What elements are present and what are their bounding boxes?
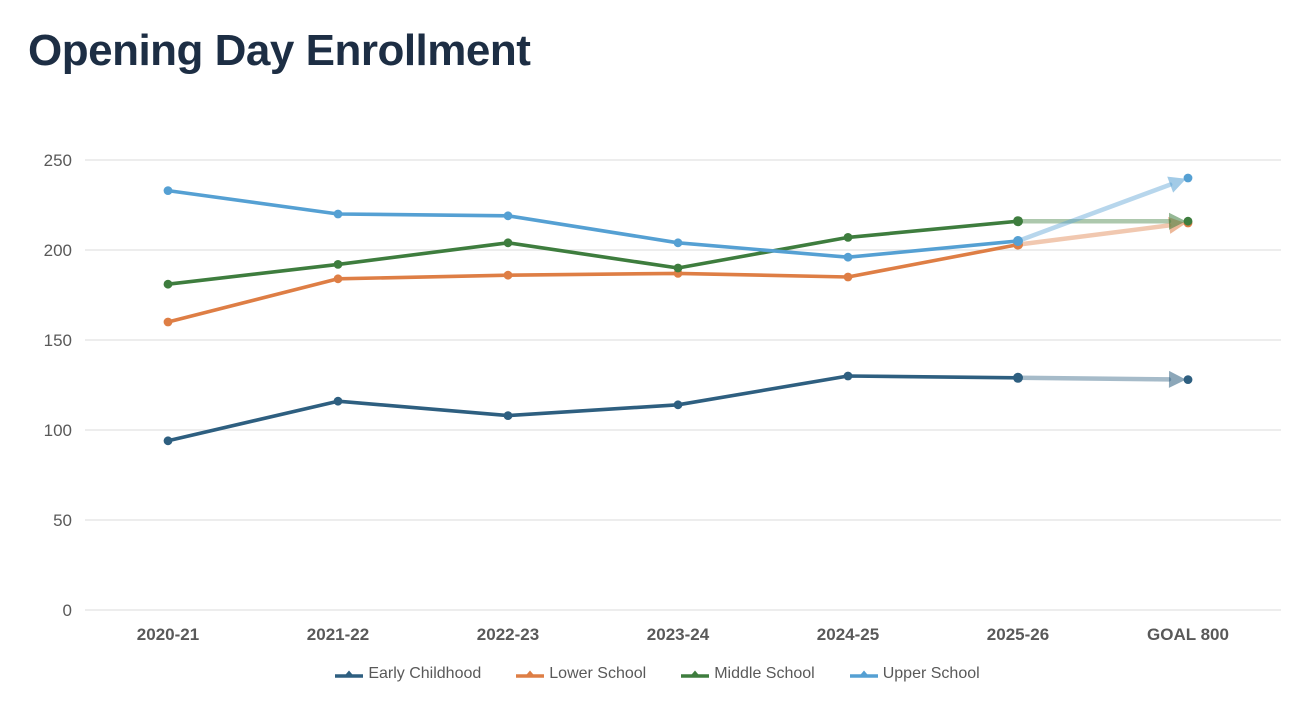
x-axis-category-label: 2021-22 [307, 625, 369, 644]
y-axis-tick-label: 100 [44, 421, 72, 440]
goal-arrowhead-icon [1167, 176, 1187, 193]
data-point-marker [333, 274, 343, 284]
y-axis-tick-label: 250 [44, 151, 72, 170]
y-axis-tick-label: 50 [53, 511, 72, 530]
x-axis-category-label: 2023-24 [647, 625, 710, 644]
middle-school-line-marker-icon [681, 670, 710, 678]
early-childhood-line-marker-icon [335, 670, 364, 678]
y-axis-tick-label: 200 [44, 241, 72, 260]
data-point-marker [163, 186, 173, 196]
legend-item-upper-school: Upper School [849, 665, 980, 683]
data-point-marker [503, 270, 513, 280]
upper-school-line-marker-icon [849, 670, 878, 678]
chart-legend: Early Childhood Lower School Middle Scho… [0, 665, 1314, 683]
series-line-1 [166, 242, 1020, 324]
series-line-2 [166, 219, 1020, 287]
x-axis-category-label: GOAL 800 [1147, 625, 1229, 644]
legend-triangle-marker [524, 670, 536, 677]
data-point-marker [163, 317, 173, 327]
legend-label: Early Childhood [368, 665, 482, 682]
y-axis-tick-label: 0 [63, 601, 72, 620]
data-point-marker [503, 411, 513, 420]
lower-school-line-marker-icon [516, 670, 545, 678]
goal-projection-line [1015, 375, 1172, 382]
data-point-marker [673, 263, 683, 273]
data-point-marker [333, 209, 343, 219]
data-point-marker [843, 252, 853, 262]
goal-arrowhead-icon [1168, 370, 1187, 388]
legend-triangle-marker [343, 670, 355, 677]
data-point-marker [1013, 216, 1023, 227]
x-axis-category-label: 2020-21 [137, 625, 199, 644]
legend-item-middle-school: Middle School [680, 665, 815, 683]
series-line-0 [166, 374, 1020, 443]
data-point-marker [1013, 236, 1023, 246]
data-point-marker [333, 260, 343, 269]
data-point-marker [1013, 372, 1023, 383]
y-axis-tick-label: 150 [44, 331, 72, 350]
x-axis-category-label: 2022-23 [477, 625, 539, 644]
data-point-marker [673, 400, 683, 410]
goal-projection-line [1015, 223, 1172, 247]
data-point-marker [843, 272, 853, 282]
goal-point-marker [1183, 216, 1193, 226]
goal-point-marker [1183, 375, 1193, 384]
legend-item-early-childhood: Early Childhood [334, 665, 481, 683]
legend-item-lower-school: Lower School [515, 665, 646, 683]
legend-triangle-marker [858, 670, 870, 677]
goal-arrowhead-icon [1169, 212, 1186, 230]
x-axis-category-label: 2025-26 [987, 625, 1049, 644]
data-point-marker [503, 238, 513, 248]
x-axis-category-label: 2024-25 [817, 625, 879, 644]
data-point-marker [163, 279, 173, 289]
data-point-marker [843, 371, 853, 381]
data-point-marker [673, 238, 683, 248]
series-line-3 [166, 188, 1020, 260]
data-point-marker [843, 233, 853, 242]
goal-projection-line [1015, 182, 1173, 244]
page-title: Opening Day Enrollment [28, 26, 531, 75]
legend-label: Upper School [882, 665, 980, 682]
data-point-marker [333, 396, 343, 406]
legend-triangle-marker [689, 670, 701, 677]
goal-point-marker [1183, 173, 1193, 183]
legend-label: Lower School [549, 665, 647, 682]
data-point-marker [163, 436, 173, 446]
legend-label: Middle School [714, 665, 815, 682]
data-point-marker [503, 211, 513, 221]
